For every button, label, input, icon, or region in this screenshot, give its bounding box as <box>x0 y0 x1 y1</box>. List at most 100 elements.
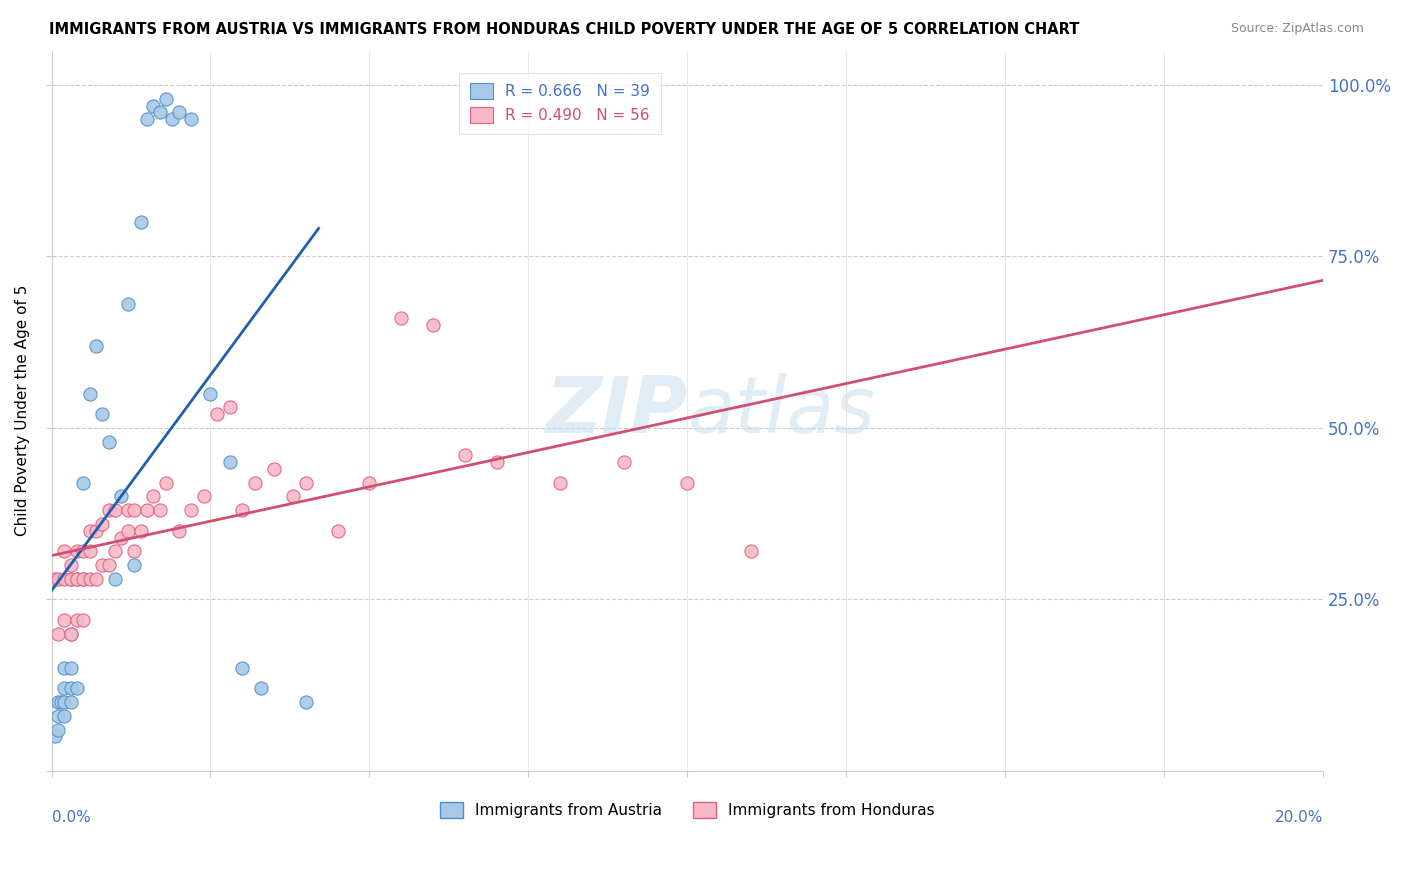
Point <box>129 215 152 229</box>
Point <box>72 544 94 558</box>
Point <box>205 407 228 421</box>
Point <box>135 112 157 127</box>
Point <box>59 558 82 572</box>
Point <box>129 524 152 538</box>
Point <box>122 503 145 517</box>
Point <box>740 544 762 558</box>
Point <box>180 503 202 517</box>
Point <box>97 558 120 572</box>
Point <box>485 455 508 469</box>
Point <box>53 661 76 675</box>
Point <box>117 503 139 517</box>
Point <box>180 112 202 127</box>
Point <box>66 572 89 586</box>
Point <box>326 524 349 538</box>
Text: ZIP: ZIP <box>546 373 688 449</box>
Point <box>122 544 145 558</box>
Point <box>53 695 76 709</box>
Point <box>46 695 69 709</box>
Point <box>155 92 177 106</box>
Point <box>46 709 69 723</box>
Point <box>162 112 184 127</box>
Point <box>53 709 76 723</box>
Point <box>243 475 266 490</box>
Point <box>66 544 89 558</box>
Point <box>231 503 253 517</box>
Point <box>91 407 114 421</box>
Point <box>250 681 273 696</box>
Point <box>49 695 72 709</box>
Point <box>104 503 127 517</box>
Point <box>359 475 381 490</box>
Point <box>59 661 82 675</box>
Point <box>79 386 101 401</box>
Point <box>295 695 318 709</box>
Point <box>66 613 89 627</box>
Point <box>46 572 69 586</box>
Point <box>281 490 304 504</box>
Point <box>59 695 82 709</box>
Point <box>53 681 76 696</box>
Text: 20.0%: 20.0% <box>1275 810 1323 825</box>
Point <box>149 503 172 517</box>
Point <box>110 490 132 504</box>
Point <box>142 98 165 112</box>
Point <box>142 490 165 504</box>
Point <box>53 613 76 627</box>
Point <box>193 490 215 504</box>
Point <box>79 524 101 538</box>
Point <box>72 475 94 490</box>
Point <box>389 311 412 326</box>
Text: IMMIGRANTS FROM AUSTRIA VS IMMIGRANTS FROM HONDURAS CHILD POVERTY UNDER THE AGE : IMMIGRANTS FROM AUSTRIA VS IMMIGRANTS FR… <box>49 22 1080 37</box>
Point <box>59 681 82 696</box>
Point <box>79 544 101 558</box>
Point <box>218 455 240 469</box>
Point <box>59 626 82 640</box>
Point <box>263 462 285 476</box>
Text: Source: ZipAtlas.com: Source: ZipAtlas.com <box>1230 22 1364 36</box>
Point <box>97 503 120 517</box>
Point <box>53 572 76 586</box>
Point <box>97 434 120 449</box>
Point <box>135 503 157 517</box>
Point <box>117 524 139 538</box>
Point <box>53 544 76 558</box>
Point <box>104 572 127 586</box>
Point <box>149 105 172 120</box>
Point <box>59 572 82 586</box>
Point <box>44 572 66 586</box>
Y-axis label: Child Poverty Under the Age of 5: Child Poverty Under the Age of 5 <box>15 285 30 536</box>
Point <box>46 723 69 737</box>
Legend: Immigrants from Austria, Immigrants from Honduras: Immigrants from Austria, Immigrants from… <box>434 796 941 824</box>
Point <box>548 475 571 490</box>
Point <box>117 297 139 311</box>
Point <box>155 475 177 490</box>
Point <box>84 524 107 538</box>
Point <box>676 475 699 490</box>
Text: atlas: atlas <box>688 373 875 449</box>
Point <box>59 626 82 640</box>
Point <box>167 105 190 120</box>
Point <box>59 572 82 586</box>
Point <box>231 661 253 675</box>
Point <box>122 558 145 572</box>
Point <box>422 318 444 332</box>
Point <box>66 681 89 696</box>
Point <box>167 524 190 538</box>
Point <box>295 475 318 490</box>
Point <box>613 455 636 469</box>
Point <box>66 572 89 586</box>
Point <box>84 338 107 352</box>
Point <box>454 448 477 462</box>
Point <box>72 572 94 586</box>
Point <box>44 730 66 744</box>
Point <box>46 626 69 640</box>
Point <box>218 401 240 415</box>
Point <box>110 531 132 545</box>
Point <box>91 516 114 531</box>
Point <box>79 572 101 586</box>
Point <box>91 558 114 572</box>
Point <box>104 544 127 558</box>
Point <box>84 572 107 586</box>
Point <box>72 613 94 627</box>
